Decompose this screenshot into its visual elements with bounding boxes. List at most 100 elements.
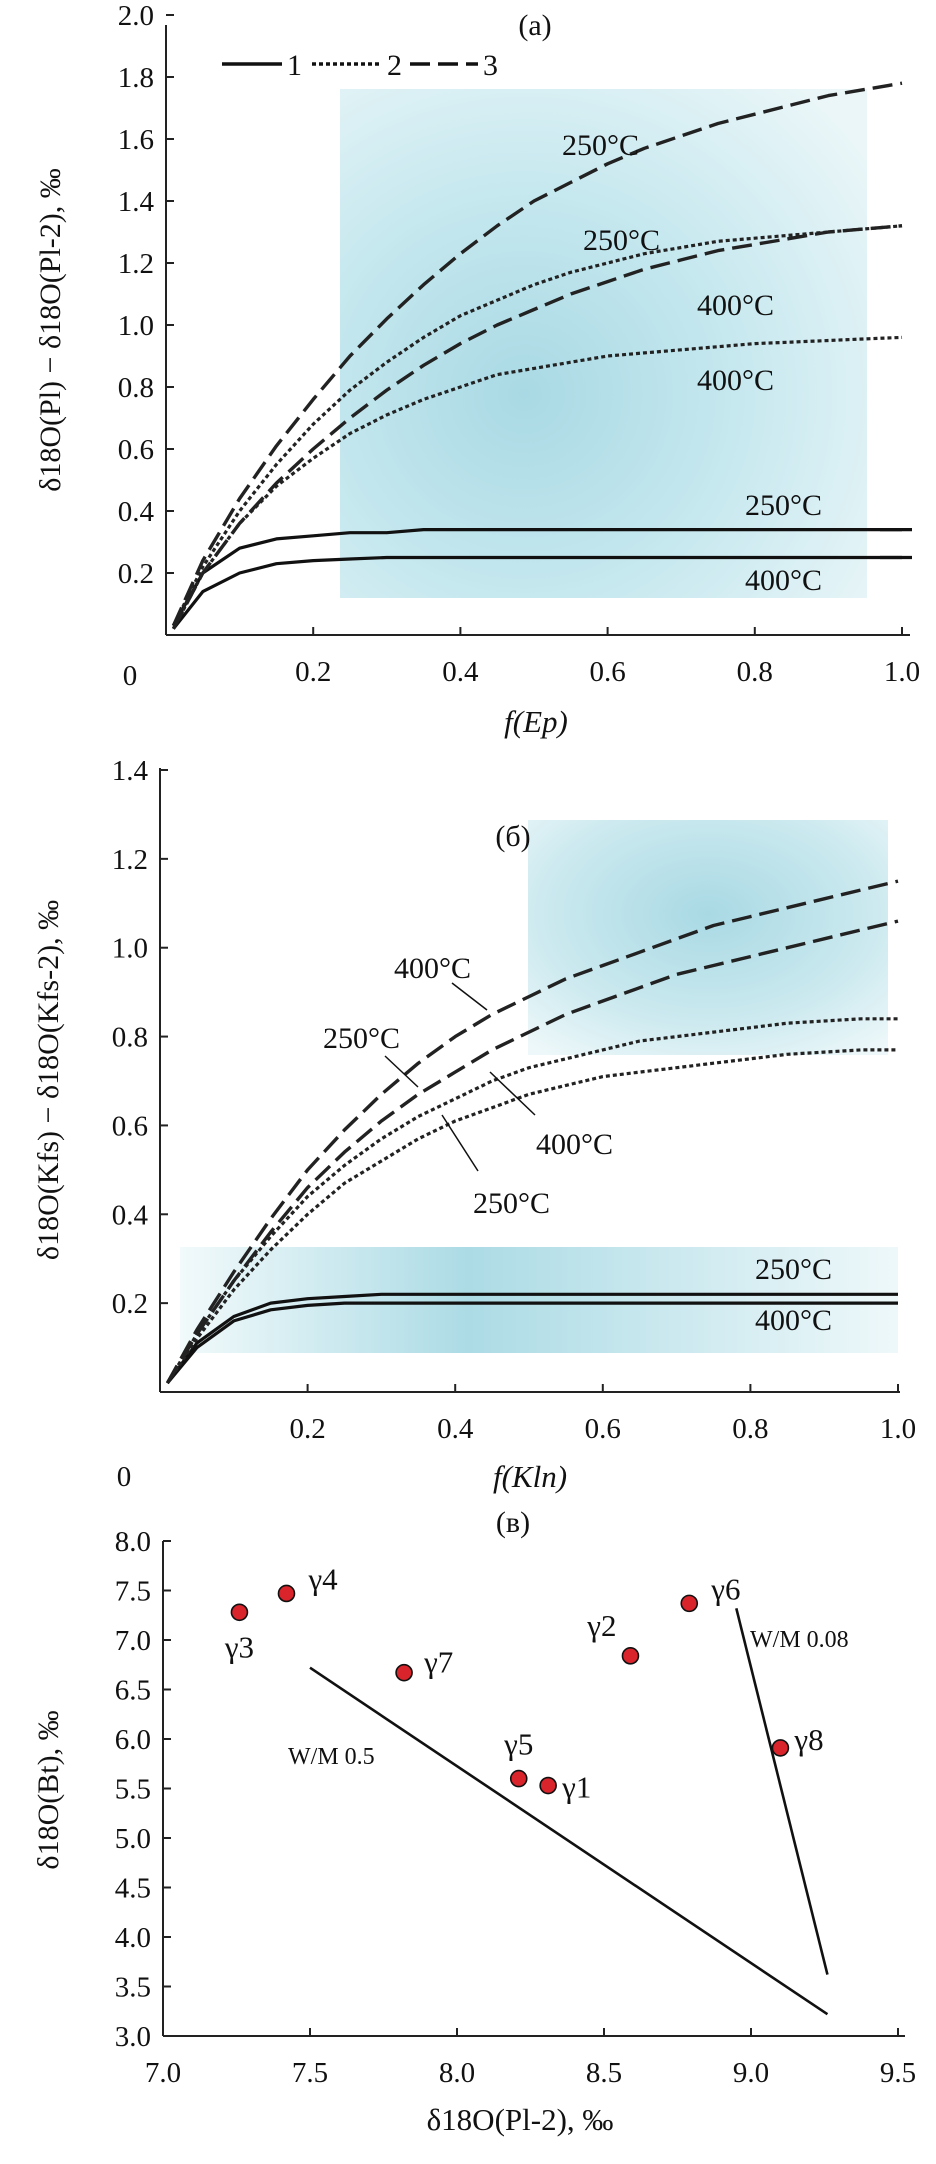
panel-b-title: (б) [495, 820, 530, 853]
x-tick-label: 0.4 [442, 656, 479, 688]
panel-b-xlabel: f(Kln) [493, 1459, 567, 1494]
series-solid-250C [166, 1292, 898, 1385]
panel-c-line-label-wm05: W/M 0.5 [288, 1744, 375, 1770]
panel-b-annotation-250C-dashed: 250°C [323, 1022, 400, 1055]
mixing-line-wm008 [735, 1608, 829, 1975]
y-tick-label: 0.6 [112, 1110, 148, 1142]
y-tick-label: 1.6 [118, 124, 154, 156]
x-tick-label: 7.5 [292, 2057, 328, 2089]
series-solid-250C [172, 527, 902, 627]
point-label: γ8 [793, 1722, 823, 1757]
x-tick-label: 9.5 [880, 2057, 916, 2089]
panel-b-annotation-250C-dotted: 250°C [473, 1187, 550, 1220]
x-tick-label: 0.4 [437, 1413, 474, 1445]
y-tick-label: 0.6 [118, 434, 154, 466]
panel-b-leader-400C-dotted [489, 1071, 536, 1116]
panel-b-annotation-400C-dashed: 400°C [394, 952, 471, 985]
scatter-point [277, 1584, 296, 1603]
y-tick-label: 6.0 [115, 1724, 151, 1756]
y-tick-label: 7.5 [115, 1576, 151, 1608]
panel-a-xlabel: f(Ep) [504, 704, 568, 739]
legend-label-2: 2 [387, 49, 402, 82]
series-dashed-400C [171, 224, 903, 630]
panel-b: 0.2 0.4 0.6 0.8 1.0 1.2 1.4 0 0.2 0.4 0.6 0.8 1.0 (… [32, 755, 916, 1494]
legend-label-3: 3 [483, 49, 498, 82]
y-tick-label: 3.0 [115, 2021, 151, 2053]
x-tick-label: 0.2 [295, 656, 331, 688]
y-tick-label: 0.4 [118, 496, 155, 528]
panel-b-annotation-400C-solid: 400°C [755, 1304, 832, 1337]
series-solid-400C [166, 1301, 898, 1385]
y-tick-label: 0.4 [112, 1199, 149, 1231]
series-dotted-250C [171, 224, 903, 627]
point-label: γ1 [561, 1770, 591, 1805]
panel-a-title: (а) [518, 9, 551, 42]
panel-a-annotation-400C-solid: 400°C [745, 564, 822, 597]
scatter-point [395, 1663, 413, 1682]
panel-a-annotation-400C-dotted: 400°C [697, 364, 774, 397]
scatter-point [230, 1603, 249, 1622]
x-tick-label: 7.0 [145, 2057, 181, 2089]
x-tick-label: 9.0 [733, 2057, 769, 2089]
point-label: γ7 [423, 1645, 453, 1680]
panel-c-ylabel: δ18O(Bt), ‰ [32, 1710, 65, 1869]
series-dotted-400C [171, 335, 903, 630]
y-tick-label: 4.0 [115, 1922, 151, 1954]
y-tick-label: 0.2 [118, 558, 154, 590]
y-tick-label: 5.5 [115, 1774, 151, 1806]
y-tick-label: 1.0 [118, 310, 154, 342]
x-tick-label: 0.6 [589, 656, 625, 688]
point-label: γ3 [224, 1629, 254, 1664]
panel-a-legend: 1 2 3 [222, 49, 498, 82]
scatter-point [621, 1647, 640, 1665]
x-tick-label: 0.6 [585, 1413, 621, 1445]
series-dashed-250C [165, 919, 899, 1384]
y-tick-label: 1.2 [118, 248, 154, 280]
series-dashed-250C [171, 81, 903, 627]
y-tick-label: 2.0 [118, 0, 154, 32]
series-dotted-250C [166, 1048, 898, 1384]
x-tick-label: 0.2 [289, 1413, 325, 1445]
panel-b-leader-250C-dashed [384, 1055, 419, 1088]
panel-b-leader-400C-dashed [451, 982, 488, 1011]
panel-a-ylabel: δ18O(Pl) − δ18O(Pl-2), ‰ [34, 168, 67, 492]
x-tick-label: 1.0 [880, 1413, 916, 1445]
x-tick-label: 8.5 [586, 2057, 622, 2089]
point-label: γ4 [307, 1561, 338, 1596]
panel-a-annotation-250C-dashed: 250°C [562, 129, 639, 162]
panel-c-line-label-wm008: W/M 0.08 [750, 1627, 849, 1653]
y-tick-label: 0.2 [112, 1288, 148, 1320]
y-tick-label: 0.8 [118, 372, 154, 404]
panel-b-annotation-250C-solid: 250°C [755, 1253, 832, 1286]
series-dotted-400C [166, 1017, 898, 1384]
x-tick-label: 1.0 [884, 656, 920, 688]
series-solid-400C [172, 555, 902, 630]
panel-b-annotation-400C-dotted: 400°C [536, 1128, 613, 1161]
y-tick-label: 6.5 [115, 1675, 151, 1707]
y-tick-label: 1.4 [112, 755, 149, 787]
panel-c-xlabel: δ18O(Pl-2), ‰ [427, 2102, 614, 2137]
y-tick-label: 1.8 [118, 62, 154, 94]
scatter-point [680, 1594, 699, 1613]
panel-c-title: (в) [496, 1506, 530, 1539]
scatter-point [771, 1739, 790, 1757]
y-tick-label: 0.8 [112, 1022, 148, 1054]
panel-a-annotation-250C-solid: 250°C [745, 489, 822, 522]
x-tick-label: 8.0 [439, 2057, 475, 2089]
x-tick-label: 0 [117, 1461, 132, 1493]
y-tick-label: 7.0 [115, 1625, 151, 1657]
x-tick-label: 0 [123, 660, 138, 692]
scatter-point [509, 1769, 528, 1788]
y-tick-label: 4.5 [115, 1873, 151, 1905]
x-tick-label: 0.8 [732, 1413, 768, 1445]
panel-a-annotation-400C-dashed: 400°C [697, 289, 774, 322]
panel-b-ylabel: δ18O(Kfs) − δ18O(Kfs-2), ‰ [32, 900, 65, 1260]
point-label: γ6 [710, 1571, 740, 1606]
panel-b-leader-250C-dotted [441, 1114, 479, 1172]
y-tick-label: 8.0 [115, 1526, 151, 1558]
panel-a-annotation-250C-dotted: 250°C [583, 224, 660, 257]
scatter-point [539, 1776, 557, 1795]
panel-c: 3.0 3.5 4.0 4.5 5.0 5.5 6.0 6.5 7.0 7.5 8.0 7.0 7.5… [32, 1506, 916, 2137]
y-tick-label: 3.5 [115, 1972, 151, 2004]
